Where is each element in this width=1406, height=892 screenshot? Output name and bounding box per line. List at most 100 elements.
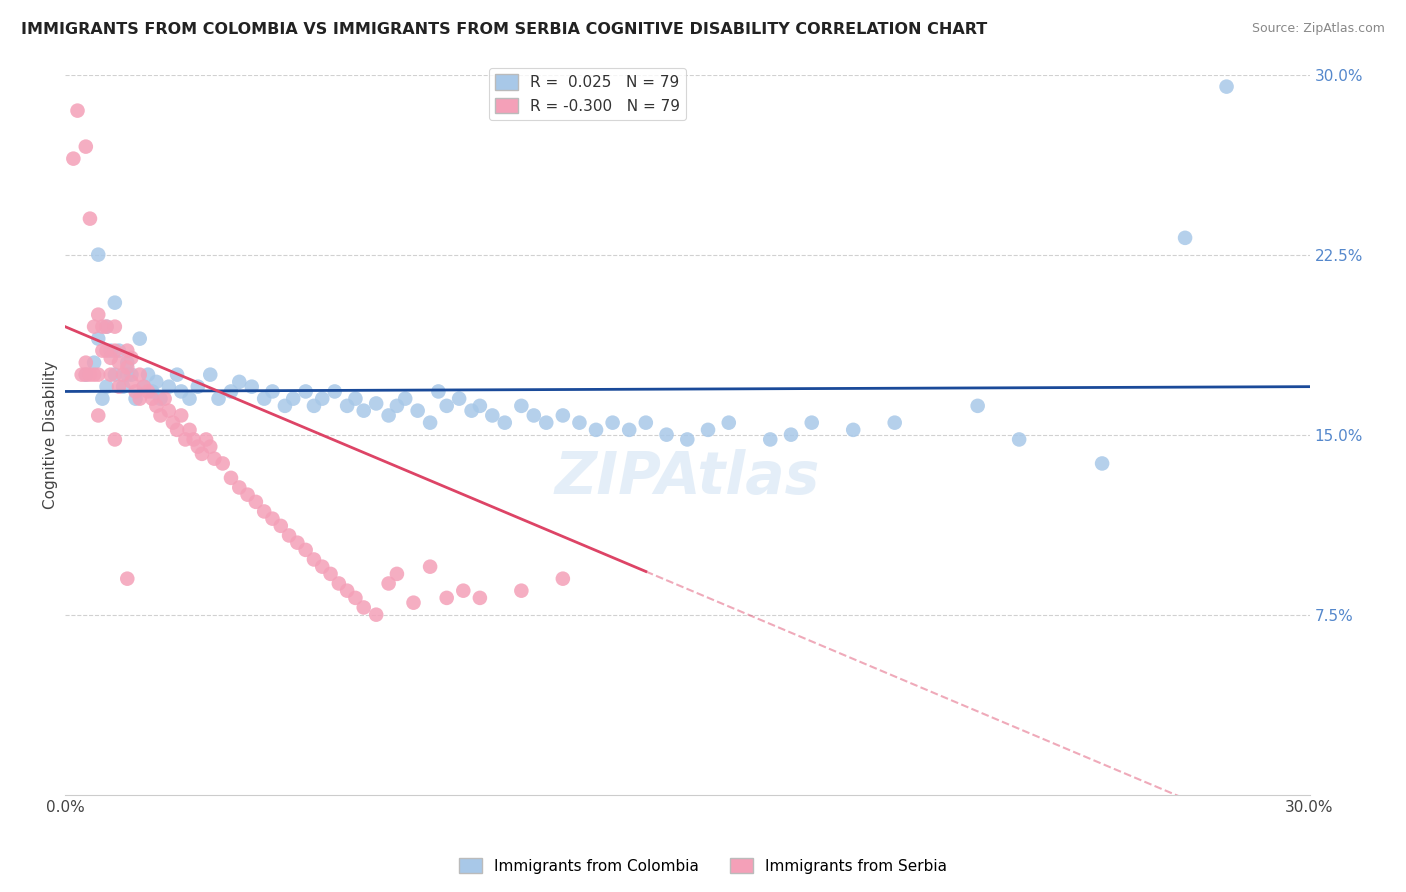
- Point: [108, 343, 131, 358]
- Point: [132, 379, 155, 393]
- Point: [536, 416, 558, 430]
- Point: [468, 591, 491, 605]
- Point: [228, 375, 250, 389]
- Point: [200, 368, 222, 382]
- Point: [1008, 433, 1031, 447]
- Point: [311, 559, 333, 574]
- Point: [100, 343, 122, 358]
- Point: [377, 576, 399, 591]
- Point: [75, 356, 97, 370]
- Point: [100, 368, 122, 382]
- Point: [136, 368, 159, 382]
- Point: [108, 356, 131, 370]
- Legend: Immigrants from Colombia, Immigrants from Serbia: Immigrants from Colombia, Immigrants fro…: [453, 852, 953, 880]
- Point: [406, 403, 429, 417]
- Point: [619, 423, 641, 437]
- Point: [157, 403, 180, 417]
- Point: [585, 423, 607, 437]
- Point: [128, 392, 150, 406]
- Point: [353, 600, 375, 615]
- Point: [79, 368, 101, 382]
- Point: [427, 384, 450, 399]
- Point: [285, 535, 308, 549]
- Point: [319, 566, 342, 581]
- Point: [211, 457, 233, 471]
- Point: [91, 319, 114, 334]
- Point: [96, 319, 118, 334]
- Point: [377, 409, 399, 423]
- Point: [83, 356, 105, 370]
- Legend: R =  0.025   N = 79, R = -0.300   N = 79: R = 0.025 N = 79, R = -0.300 N = 79: [489, 68, 686, 120]
- Point: [468, 399, 491, 413]
- Point: [602, 416, 624, 430]
- Point: [75, 139, 97, 153]
- Point: [236, 488, 259, 502]
- Point: [394, 392, 416, 406]
- Point: [274, 399, 297, 413]
- Point: [104, 295, 127, 310]
- Point: [108, 379, 131, 393]
- Point: [104, 433, 127, 447]
- Point: [510, 399, 533, 413]
- Point: [179, 392, 201, 406]
- Point: [353, 403, 375, 417]
- Point: [104, 343, 127, 358]
- Point: [179, 423, 201, 437]
- Point: [100, 351, 122, 365]
- Point: [294, 384, 316, 399]
- Point: [460, 403, 482, 417]
- Point: [70, 368, 93, 382]
- Point: [568, 416, 591, 430]
- Point: [149, 392, 172, 406]
- Point: [124, 384, 146, 399]
- Point: [117, 368, 139, 382]
- Point: [240, 379, 263, 393]
- Point: [112, 368, 135, 382]
- Point: [1215, 79, 1237, 94]
- Point: [328, 576, 350, 591]
- Point: [120, 368, 142, 382]
- Point: [366, 607, 388, 622]
- Point: [141, 392, 163, 406]
- Y-axis label: Cognitive Disability: Cognitive Disability: [44, 360, 58, 508]
- Point: [676, 433, 699, 447]
- Point: [800, 416, 823, 430]
- Point: [262, 384, 284, 399]
- Point: [153, 392, 176, 406]
- Point: [83, 319, 105, 334]
- Point: [1091, 457, 1114, 471]
- Point: [253, 504, 276, 518]
- Point: [145, 375, 167, 389]
- Point: [145, 399, 167, 413]
- Point: [120, 351, 142, 365]
- Point: [170, 409, 193, 423]
- Point: [117, 343, 139, 358]
- Point: [166, 368, 188, 382]
- Point: [87, 409, 110, 423]
- Point: [83, 368, 105, 382]
- Point: [283, 392, 305, 406]
- Point: [187, 379, 209, 393]
- Point: [634, 416, 657, 430]
- Text: ZIPAtlas: ZIPAtlas: [554, 450, 820, 507]
- Point: [655, 427, 678, 442]
- Point: [79, 211, 101, 226]
- Point: [200, 440, 222, 454]
- Point: [245, 495, 267, 509]
- Point: [96, 343, 118, 358]
- Point: [75, 368, 97, 382]
- Text: IMMIGRANTS FROM COLOMBIA VS IMMIGRANTS FROM SERBIA COGNITIVE DISABILITY CORRELAT: IMMIGRANTS FROM COLOMBIA VS IMMIGRANTS F…: [21, 22, 987, 37]
- Point: [302, 399, 325, 413]
- Point: [75, 368, 97, 382]
- Point: [87, 332, 110, 346]
- Point: [157, 379, 180, 393]
- Point: [219, 471, 242, 485]
- Point: [191, 447, 214, 461]
- Point: [149, 409, 172, 423]
- Point: [162, 416, 184, 430]
- Point: [141, 384, 163, 399]
- Point: [104, 319, 127, 334]
- Point: [402, 596, 425, 610]
- Point: [419, 559, 441, 574]
- Point: [87, 308, 110, 322]
